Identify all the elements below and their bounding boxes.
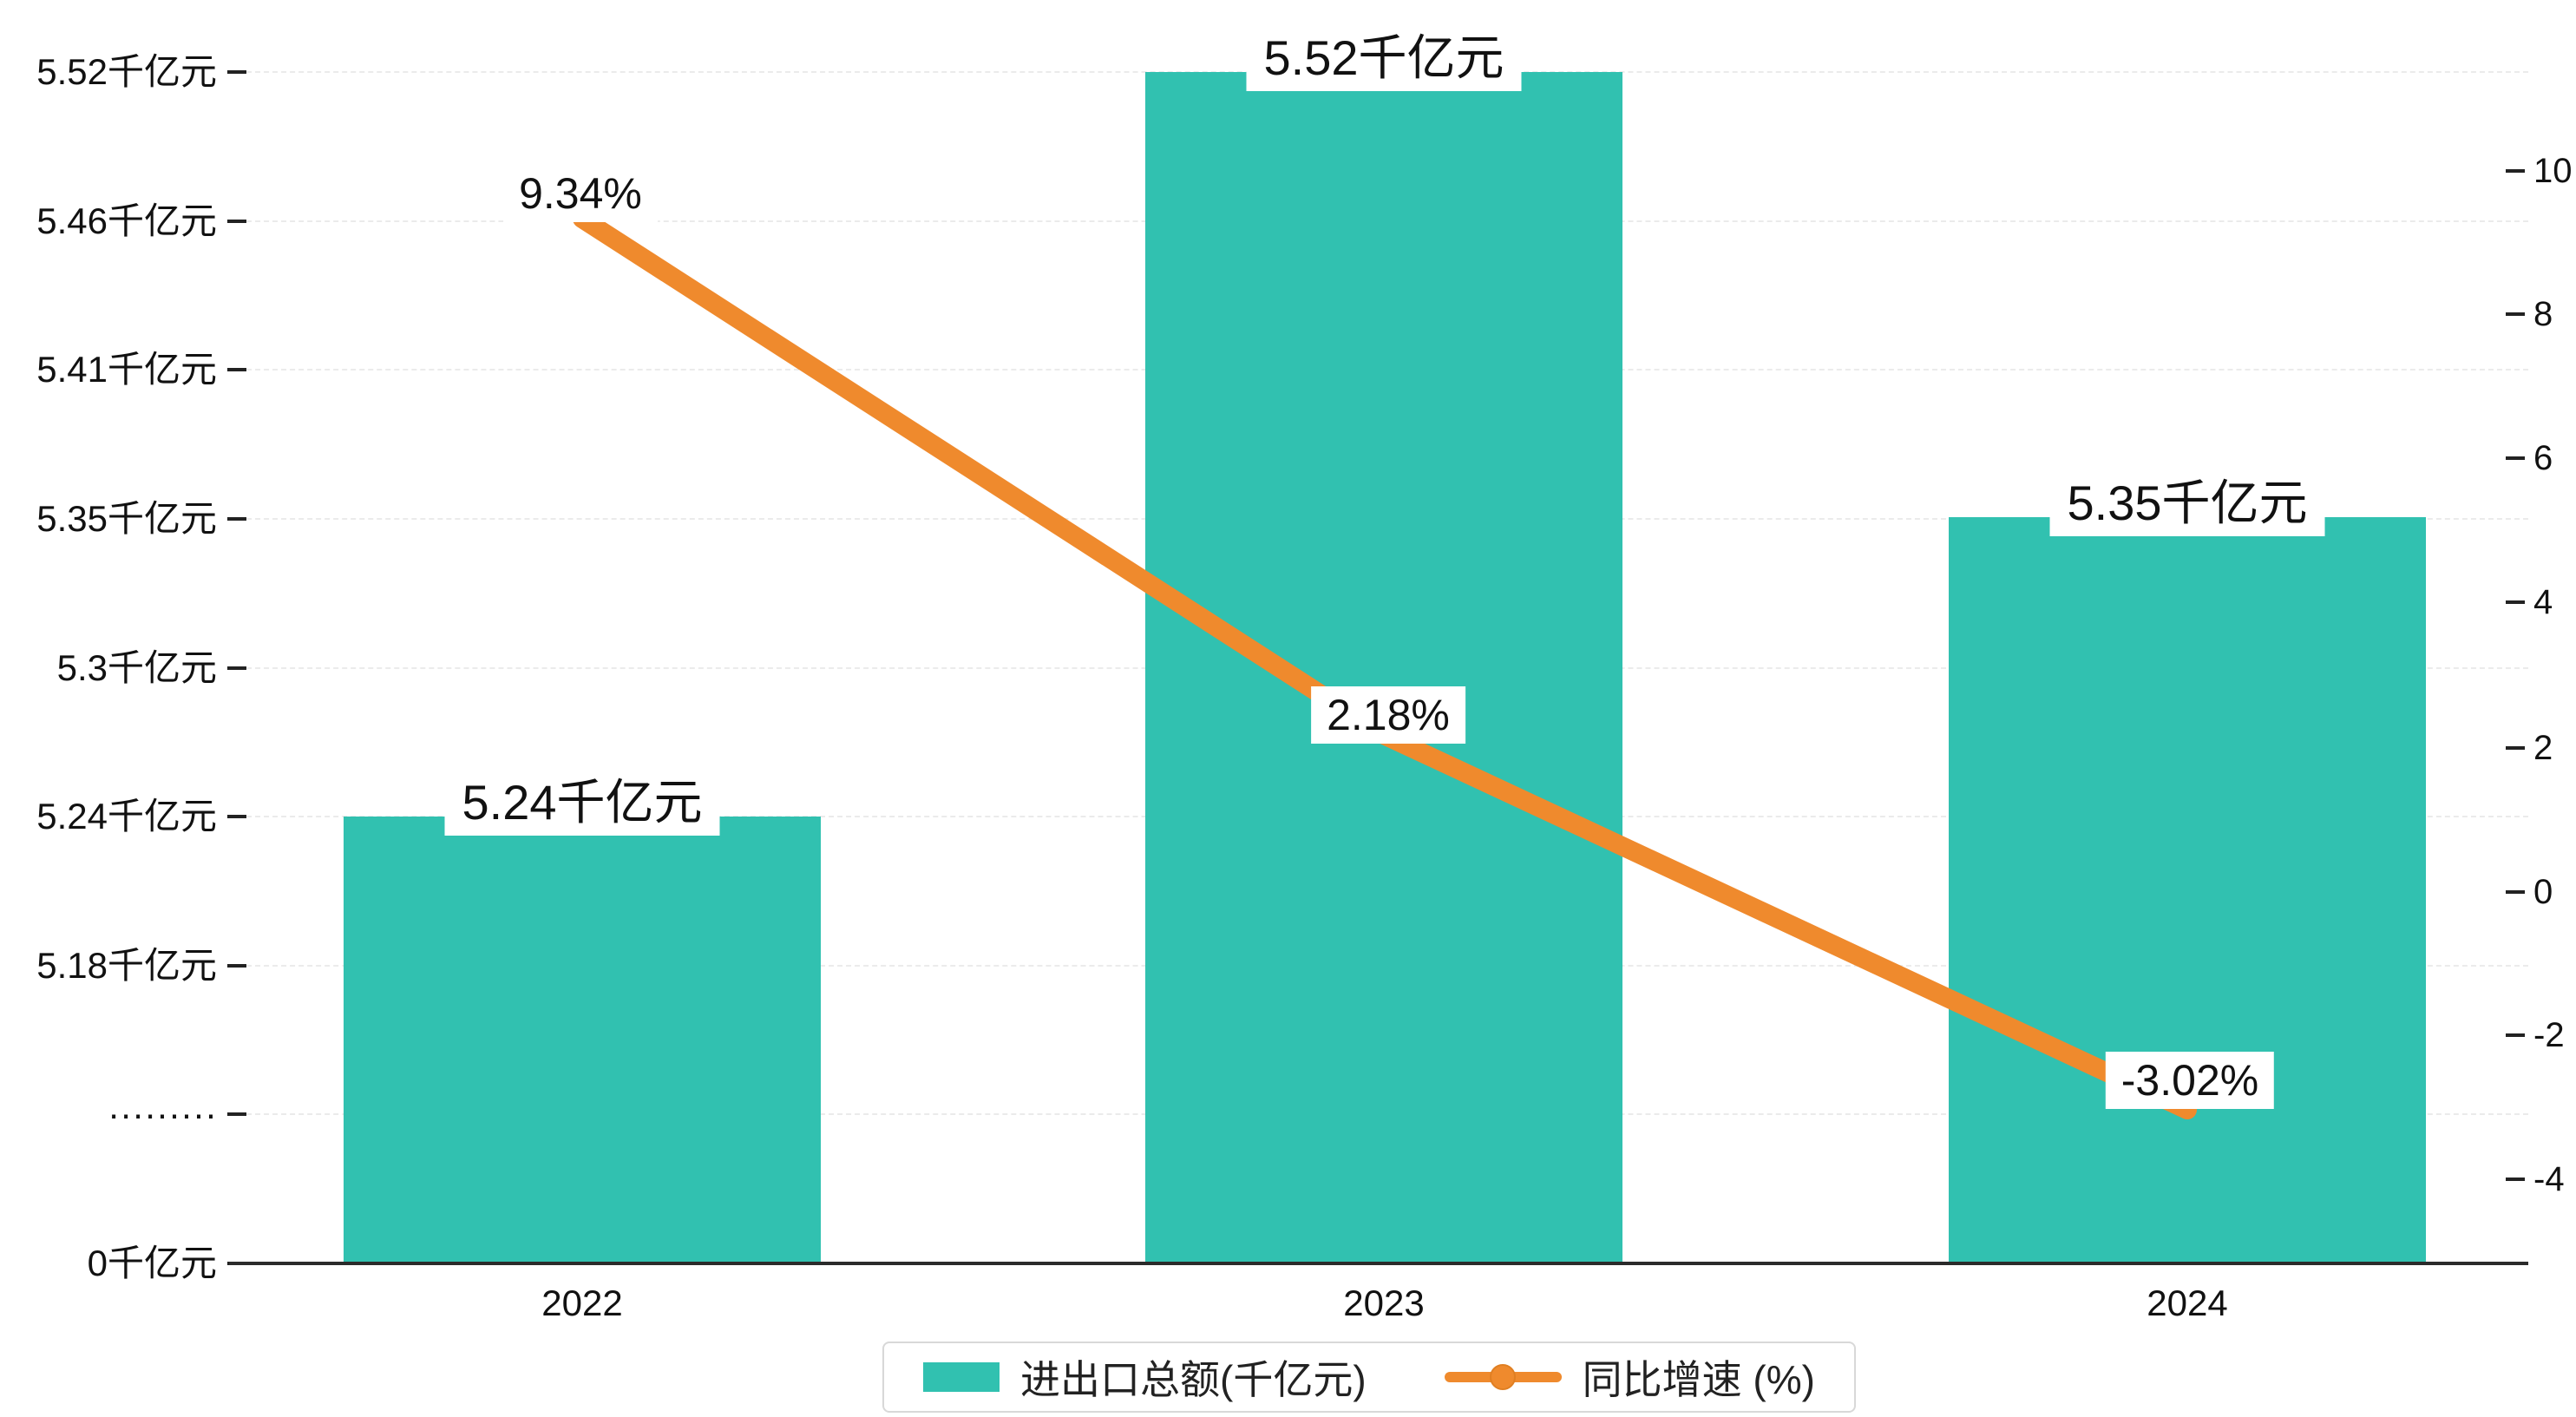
left-tick-mark [227,666,246,670]
bar-2023 [1145,72,1622,1263]
line-value-label: 9.34% [503,165,658,222]
left-axis-tick-label: 0千亿元 [87,1243,217,1283]
left-axis-break-label: ········· [108,1093,217,1134]
legend: 进出口总额(千亿元) 同比增速 (%) [882,1342,1856,1413]
left-axis-tick-label: 5.24千亿元 [36,796,217,836]
right-axis-tick-label: -2 [2533,1016,2565,1054]
right-tick-mark [2506,456,2525,460]
legend-label: 同比增速 (%) [1582,1357,1815,1402]
x-tick-label-2024: 2024 [2147,1283,2228,1323]
legend-item-bar-series: 进出口总额(千亿元) [923,1348,1367,1406]
line-value-label: 2.18% [1311,686,1465,744]
left-axis-tick-label: 5.46千亿元 [36,200,217,241]
right-tick-mark [2506,890,2525,894]
left-tick-mark [227,517,246,521]
left-axis-tick-label: 5.35千亿元 [36,498,217,539]
right-axis-tick-label: 4 [2533,583,2553,621]
right-axis-tick-label: 6 [2533,439,2553,477]
left-tick-mark [227,220,246,223]
x-axis-line [229,1262,2528,1265]
left-tick-mark [227,964,246,968]
bar-value-label: 5.52千亿元 [1246,25,1522,91]
left-axis-tick-label: 5.3千亿元 [56,647,217,688]
left-tick-mark [227,1112,246,1116]
left-tick-mark [227,70,246,74]
bar-series-swatch-icon [923,1362,1000,1392]
right-tick-mark [2506,600,2525,604]
right-axis-tick-label: 0 [2533,873,2553,911]
right-tick-mark [2506,169,2525,173]
right-axis-tick-label: 10 [2533,152,2573,190]
bar-2024 [1949,517,2426,1263]
left-axis-tick-label: 5.18千亿元 [36,945,217,986]
bar-value-label: 5.24千亿元 [444,770,720,836]
x-tick-label-2023: 2023 [1343,1283,1425,1323]
legend-label: 进出口总额(千亿元) [1020,1357,1367,1402]
right-axis-tick-label: 8 [2533,295,2553,333]
bar-2022 [344,817,821,1263]
right-tick-mark [2506,1178,2525,1181]
left-axis-tick-label: 5.41千亿元 [36,349,217,390]
bar-value-label: 5.35千亿元 [2049,470,2325,536]
left-axis-tick-label: 5.52千亿元 [36,51,217,92]
legend-item-line-series: 同比增速 (%) [1444,1348,1815,1406]
right-tick-mark [2506,1033,2525,1037]
line-dot-icon [1489,1364,1516,1390]
right-axis-tick-label: -4 [2533,1160,2565,1198]
line-series-marker-icon [1444,1362,1562,1392]
line-value-label: -3.02% [2105,1052,2275,1109]
x-tick-label-2022: 2022 [541,1283,623,1323]
left-tick-mark [227,368,246,371]
right-tick-mark [2506,312,2525,316]
right-tick-mark [2506,746,2525,750]
right-axis-tick-label: 2 [2533,729,2553,767]
left-tick-mark [227,815,246,818]
